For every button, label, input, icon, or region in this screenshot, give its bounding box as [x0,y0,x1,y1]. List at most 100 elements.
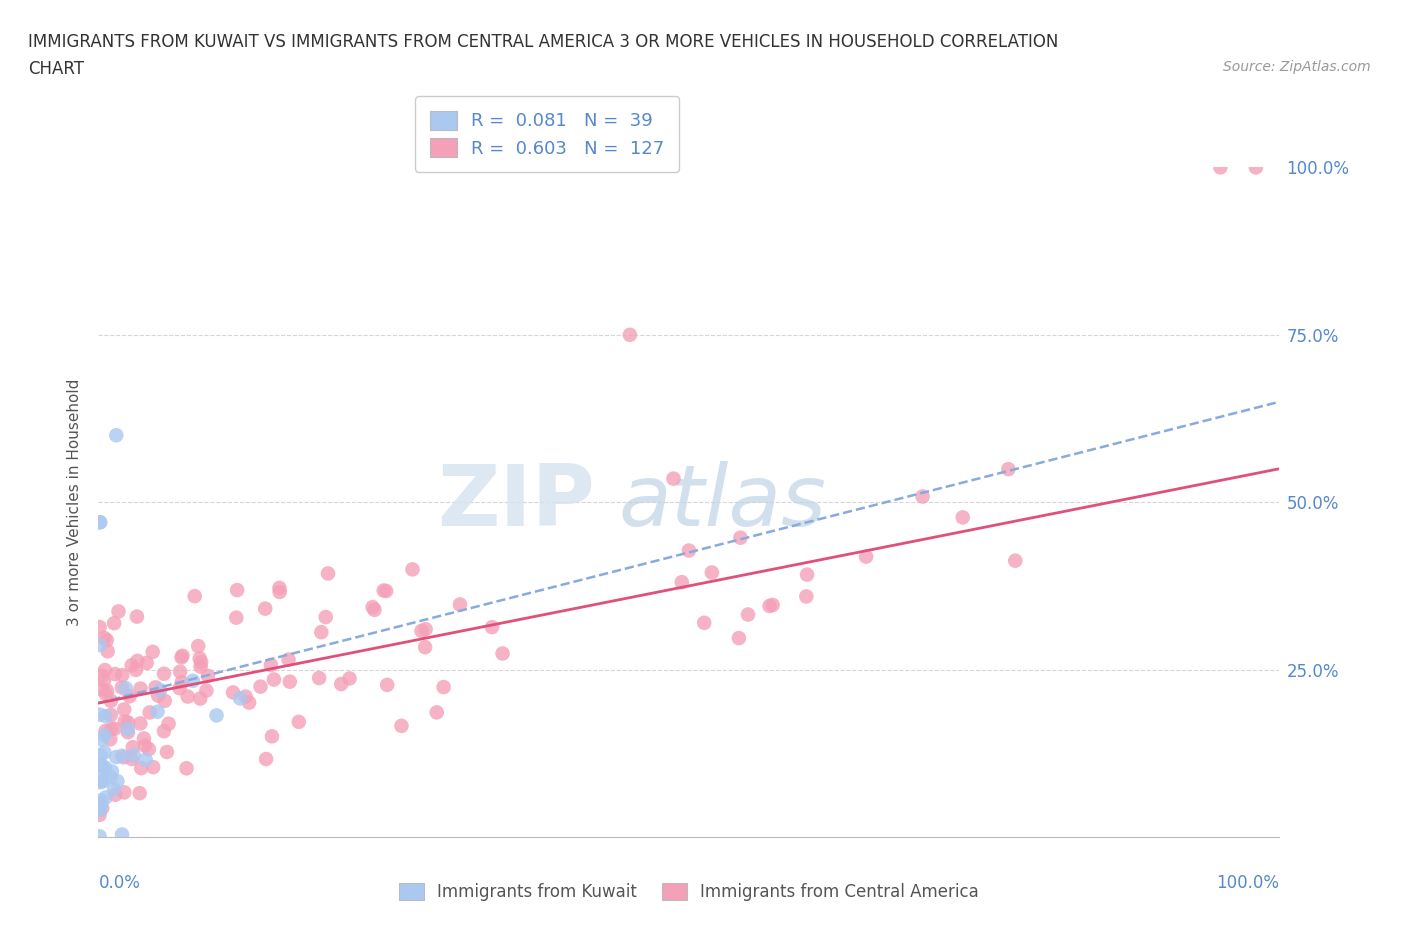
Point [278,674,301,689]
Point [111,668,134,683]
Point [433,680,456,695]
Point [693,616,716,631]
Point [315,609,337,624]
Point [91,682,114,697]
Point [148,688,170,703]
Text: atlas: atlas [619,460,827,544]
Point [671,575,693,590]
Point [132,731,155,746]
Point [169,664,191,679]
Legend: Immigrants from Kuwait, Immigrants from Central America: Immigrants from Kuwait, Immigrants from … [391,874,987,909]
Point [254,751,277,766]
Point [104,788,127,803]
Point [1209,160,1232,175]
Point [117,715,139,730]
Point [89,800,111,815]
Point [89,829,111,844]
Point [287,714,309,729]
Point [391,718,413,733]
Point [117,722,139,737]
Point [911,489,934,504]
Point [94,760,117,775]
Point [249,679,271,694]
Point [145,680,167,695]
Point [413,640,436,655]
Point [188,691,211,706]
Point [96,684,118,698]
Point [94,790,117,804]
Point [190,659,212,674]
Point [112,785,135,800]
Point [103,616,125,631]
Point [105,750,128,764]
Point [105,428,128,443]
Text: CHART: CHART [28,60,84,78]
Point [235,689,257,704]
Point [153,694,176,709]
Point [149,683,172,698]
Point [100,694,122,709]
Point [375,677,398,692]
Point [93,745,115,760]
Point [269,585,291,600]
Point [135,656,157,671]
Point [90,757,112,772]
Point [176,761,198,776]
Text: 100.0%: 100.0% [1216,874,1279,892]
Point [678,543,700,558]
Point [361,600,384,615]
Point [89,619,111,634]
Point [111,749,134,764]
Point [308,671,330,685]
Point [1244,160,1267,175]
Point [169,681,191,696]
Point [90,793,112,808]
Point [142,760,165,775]
Point [122,748,145,763]
Point [129,761,152,776]
Point [177,689,200,704]
Point [91,801,114,816]
Point [170,675,193,690]
Point [170,650,193,665]
Point [97,644,120,658]
Point [121,751,143,766]
Text: ZIP: ZIP [437,460,595,544]
Point [135,752,157,767]
Point [89,803,111,817]
Point [101,764,124,779]
Point [112,702,135,717]
Point [100,708,122,723]
Point [104,667,127,682]
Point [90,748,112,763]
Point [129,681,152,696]
Point [93,631,115,645]
Point [727,631,749,645]
Point [794,589,817,604]
Point [111,827,134,842]
Point [114,681,136,696]
Point [89,707,111,722]
Point [118,689,141,704]
Point [619,327,641,342]
Point [415,622,437,637]
Point [94,687,117,702]
Point [103,782,125,797]
Point [426,705,449,720]
Point [190,655,212,670]
Point [316,566,339,581]
Point [481,619,503,634]
Point [188,651,211,666]
Point [89,807,111,822]
Point [197,669,219,684]
Text: IMMIGRANTS FROM KUWAIT VS IMMIGRANTS FROM CENTRAL AMERICA 3 OR MORE VEHICLES IN : IMMIGRANTS FROM KUWAIT VS IMMIGRANTS FRO… [28,33,1059,50]
Point [762,597,785,612]
Point [138,705,160,720]
Point [89,775,111,790]
Point [90,796,112,811]
Point [125,662,148,677]
Point [125,609,148,624]
Point [142,644,165,659]
Point [238,696,260,711]
Point [107,604,129,618]
